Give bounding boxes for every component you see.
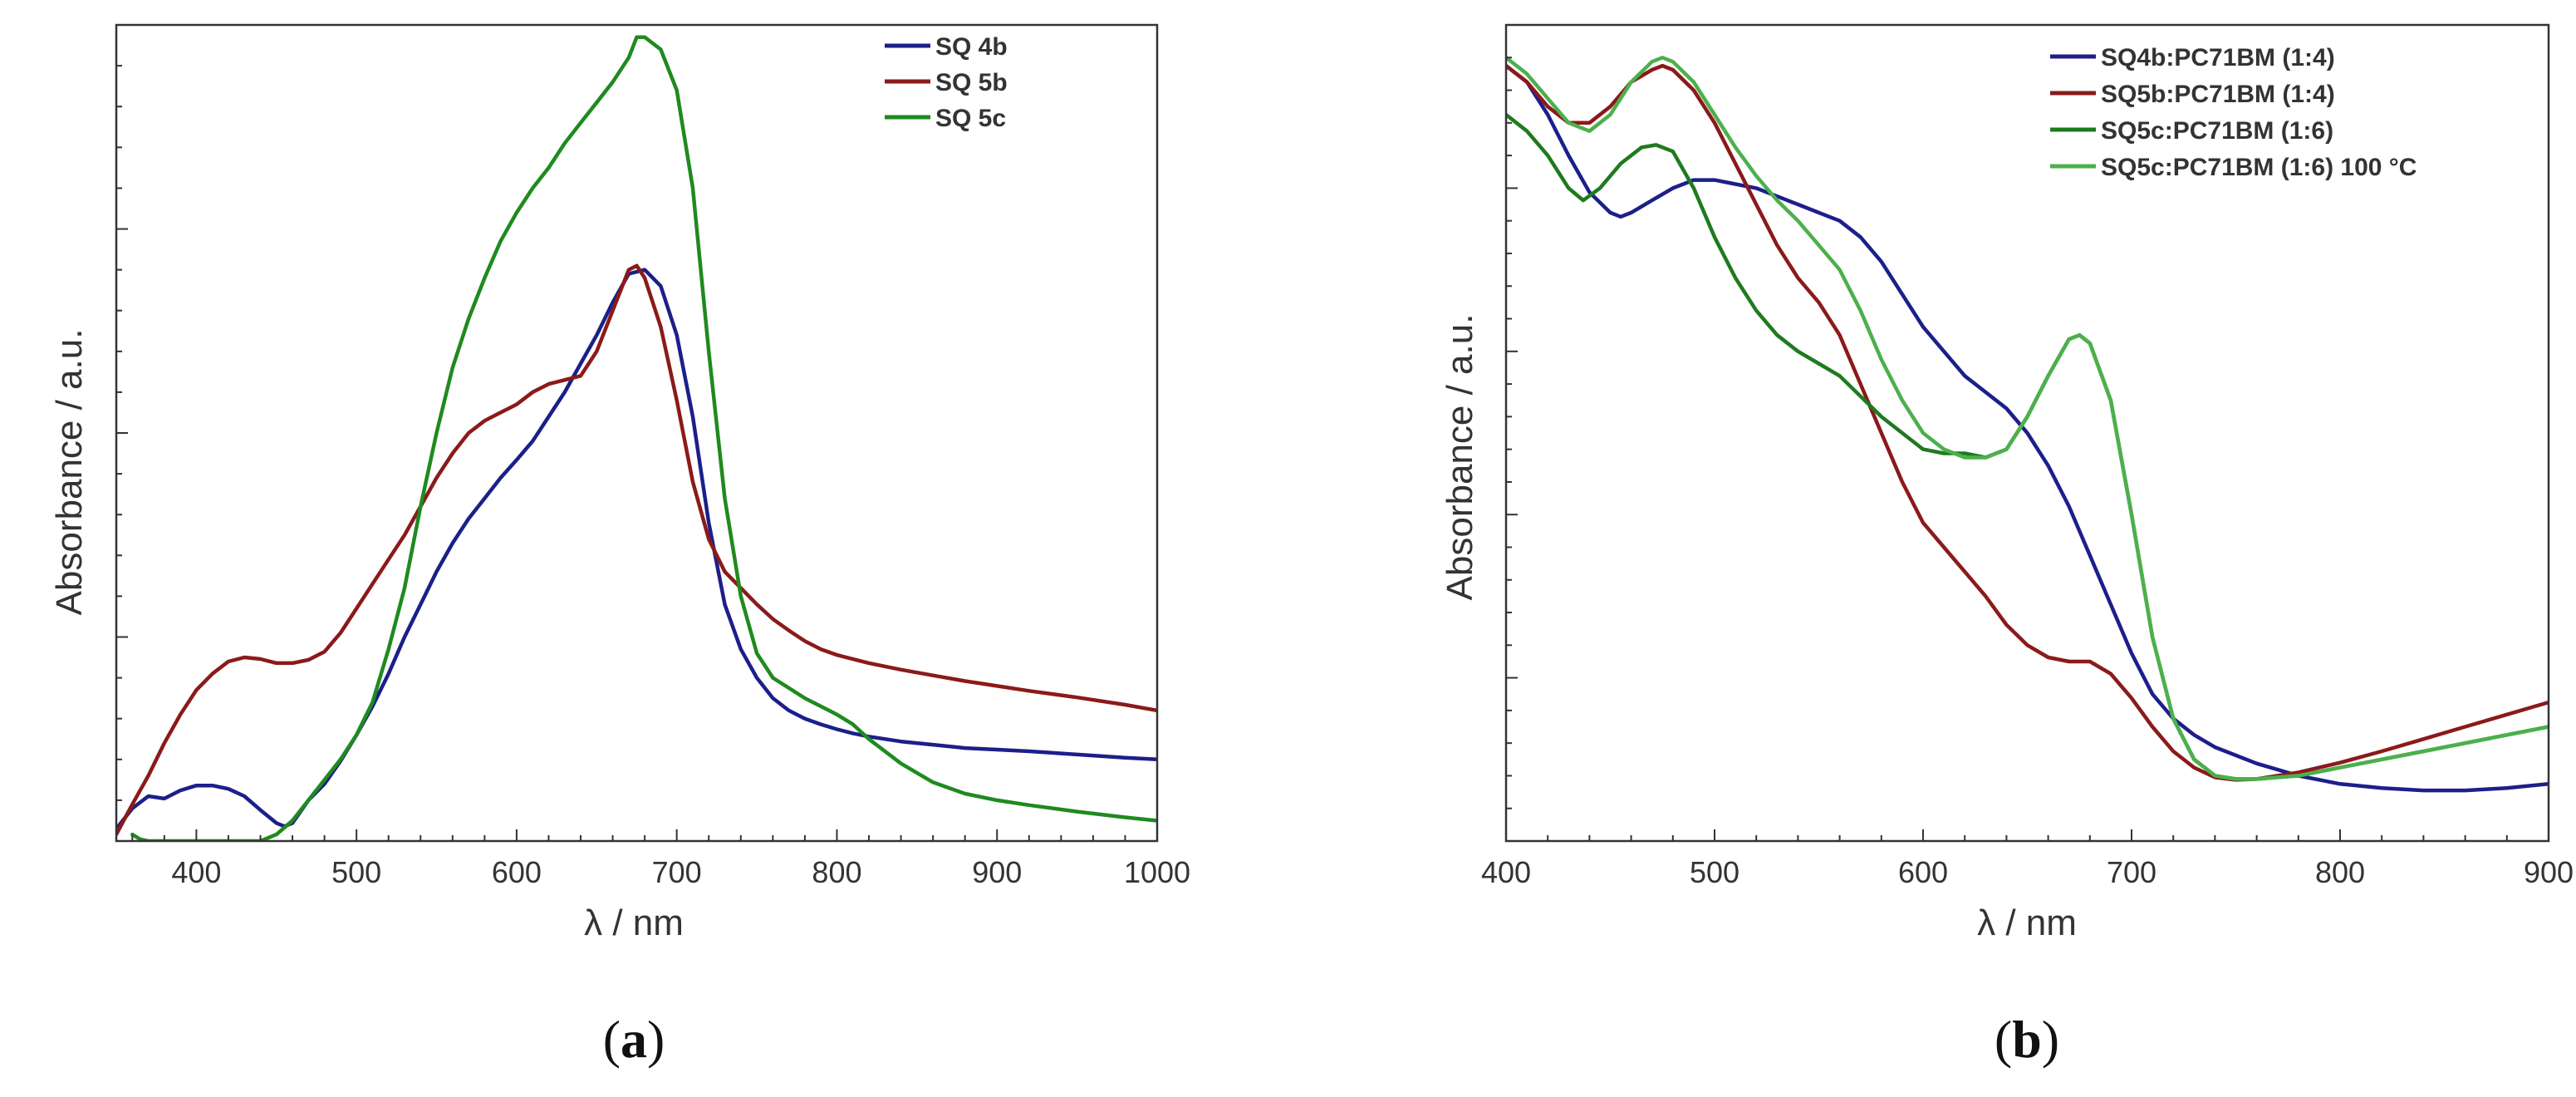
panel-a-chart: Absorbance / a.u. λ / nm 400 500 600 700 800… bbox=[49, 23, 1190, 943]
panel-b-legend-label-4: SQ5c:PC71BM (1:6) 100 °C bbox=[2101, 154, 2417, 181]
panel-a-series-line-1 bbox=[116, 268, 1157, 831]
caption-b-open: ( bbox=[1995, 1010, 2012, 1069]
caption-a-letter: a bbox=[621, 1010, 647, 1069]
panel-a-x-tick-label: 600 bbox=[492, 855, 542, 889]
svg-text:(a): (a) bbox=[603, 1010, 665, 1069]
panel-a-xlabel: λ / nm bbox=[584, 903, 684, 943]
panel-a-legend: SQ 4b SQ 5b SQ 5c bbox=[885, 33, 1008, 132]
panel-b-x-tick-label: 400 bbox=[1481, 855, 1531, 889]
panel-a-series-group bbox=[116, 35, 1157, 841]
panel-a-x-tick-label: 800 bbox=[812, 855, 861, 889]
panel-a-ylabel: Absorbance / a.u. bbox=[49, 329, 90, 616]
panel-b-plot-area: 400 500 600 700 800 900 SQ4b:PC71BM (1:4) SQ5b:… bbox=[1481, 23, 2574, 889]
panel-b-series-group bbox=[1506, 56, 2549, 793]
panel-b-x-tick-label: 600 bbox=[1898, 855, 1948, 889]
panel-a-series-line-3 bbox=[130, 35, 1157, 841]
panel-b-x-tick-label: 500 bbox=[1690, 855, 1739, 889]
caption-a-open: ( bbox=[603, 1010, 621, 1069]
panel-b-chart: Absorbance / a.u. λ / nm 400 500 600 700 800… bbox=[1440, 23, 2574, 943]
panel-b-series-line-1 bbox=[1506, 63, 2549, 793]
panel-a-legend-label-3: SQ 5c bbox=[935, 105, 1006, 132]
panel-b-legend-label-2: SQ5b:PC71BM (1:4) bbox=[2101, 81, 2335, 108]
panel-b-x-tick-label: 700 bbox=[2107, 855, 2156, 889]
panel-b-legend: SQ4b:PC71BM (1:4) SQ5b:PC71BM (1:4) SQ5c:P… bbox=[2050, 44, 2417, 181]
panel-a-legend-label-2: SQ 5b bbox=[935, 69, 1008, 96]
svg-text:(b): (b) bbox=[1995, 1010, 2059, 1069]
caption-b: (b) bbox=[1995, 1010, 2059, 1069]
panel-a-plot-area: 400 500 600 700 800 900 1000 SQ 4b SQ 5b SQ 5c bbox=[115, 23, 1190, 889]
panel-b-series-line-4 bbox=[1506, 56, 2549, 781]
caption-b-letter: b bbox=[2012, 1010, 2042, 1069]
caption-a-close: ) bbox=[647, 1010, 665, 1069]
panel-b-x-tick-label: 900 bbox=[2524, 855, 2574, 889]
panel-a-series-line-2 bbox=[116, 263, 1157, 837]
panel-a-x-tick-label: 400 bbox=[171, 855, 221, 889]
panel-b-plot-frame bbox=[1504, 23, 2550, 843]
panel-b-legend-label-1: SQ4b:PC71BM (1:4) bbox=[2101, 44, 2335, 71]
panel-b-ylabel: Absorbance / a.u. bbox=[1440, 314, 1480, 601]
panel-b-legend-label-3: SQ5c:PC71BM (1:6) bbox=[2101, 117, 2333, 145]
panel-a-legend-label-1: SQ 4b bbox=[935, 33, 1008, 61]
panel-a-x-tick-label: 900 bbox=[972, 855, 1022, 889]
panel-b-x-tick-label: 800 bbox=[2315, 855, 2365, 889]
panel-a-plot-frame bbox=[115, 23, 1159, 843]
panel-b-xlabel: λ / nm bbox=[1977, 903, 2077, 943]
caption-b-close: ) bbox=[2042, 1010, 2059, 1069]
panel-a-x-tick-label: 500 bbox=[331, 855, 381, 889]
panel-a-x-tick-label: 700 bbox=[652, 855, 702, 889]
panel-b-series-line-3 bbox=[1506, 112, 2549, 781]
caption-a: (a) bbox=[603, 1010, 665, 1069]
panel-a-x-tick-label: 1000 bbox=[1124, 855, 1190, 889]
